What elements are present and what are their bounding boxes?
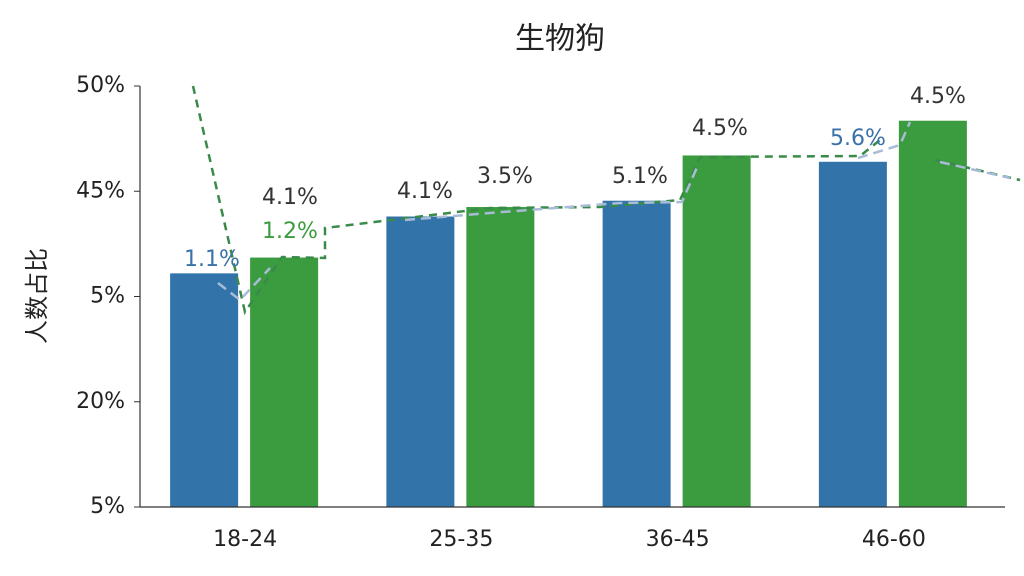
data-label: 1.1%: [184, 247, 240, 272]
y-tick-label: 50%: [76, 73, 125, 98]
trend-arrows: [217, 121, 1011, 302]
bars: [170, 120, 967, 508]
data-label: 5.6%: [830, 126, 886, 151]
x-tick-label: 25-35: [429, 527, 493, 552]
y-tick-label: 20%: [76, 389, 125, 414]
chart-title: 生物狗: [515, 22, 605, 57]
data-label: 4.5%: [910, 84, 966, 109]
bar: [898, 120, 967, 508]
data-label: 5.1%: [612, 164, 668, 189]
y-tick-label: 5%: [90, 494, 125, 519]
bar: [466, 207, 535, 507]
bar: [682, 155, 751, 507]
x-tick-label: 18-24: [213, 527, 277, 552]
data-label: 1.2%: [262, 219, 318, 244]
x-tick-label: 36-45: [646, 527, 710, 552]
x-tick-label: 46-60: [862, 527, 926, 552]
bar: [386, 216, 455, 507]
bar: [818, 161, 887, 507]
data-label: 4.5%: [692, 116, 748, 141]
y-tick-label: 45%: [76, 178, 125, 203]
data-label: 4.1%: [397, 179, 453, 204]
data-label: 3.5%: [477, 164, 533, 189]
y-tick-label: 5%: [90, 284, 125, 309]
data-label: 4.1%: [262, 185, 318, 210]
y-axis-label: 人数占比: [23, 248, 51, 344]
bar: [602, 200, 671, 507]
bar: [250, 257, 319, 507]
bar: [170, 273, 239, 507]
